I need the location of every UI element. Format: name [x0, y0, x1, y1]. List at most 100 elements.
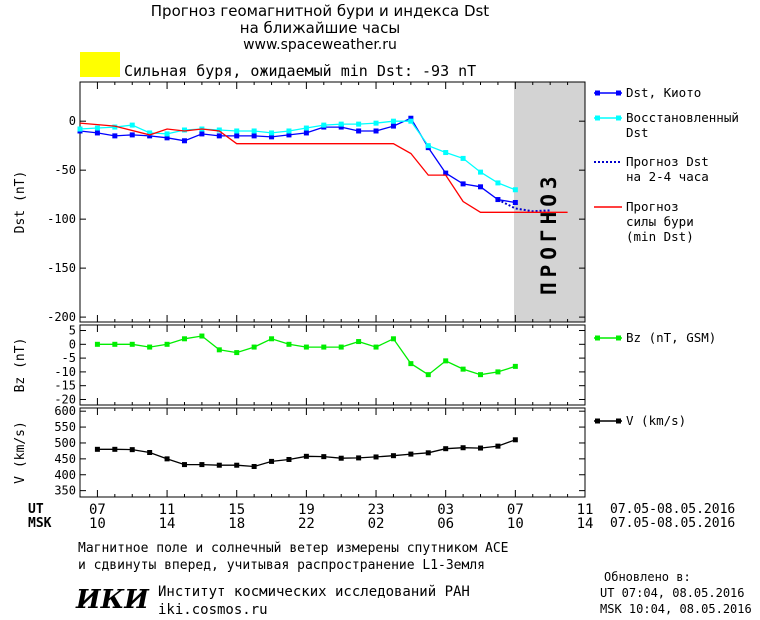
- data-point: [164, 341, 170, 347]
- data-point: [356, 339, 362, 345]
- data-point: [112, 133, 118, 139]
- legend-label: Прогноз: [626, 199, 679, 214]
- data-point: [251, 344, 257, 350]
- updated-msk: MSK 10:04, 08.05.2016: [600, 602, 752, 616]
- legend-label: Bz (nT, GSM): [626, 330, 716, 345]
- data-point: [147, 130, 153, 136]
- y-tick-label: 550: [54, 420, 76, 434]
- data-point: [164, 131, 170, 137]
- y-tick-label: 5: [69, 324, 76, 338]
- data-point: [478, 372, 484, 378]
- msk-tick-label: 10: [507, 516, 524, 532]
- data-point: [338, 344, 344, 350]
- data-point: [199, 131, 205, 137]
- data-point: [234, 128, 240, 134]
- data-point: [478, 445, 484, 451]
- data-point: [199, 333, 205, 339]
- data-point: [425, 143, 431, 149]
- data-point: [338, 455, 344, 461]
- data-point: [303, 130, 309, 136]
- data-point: [269, 130, 275, 136]
- data-point: [303, 125, 309, 131]
- data-point: [303, 453, 309, 459]
- data-point: [234, 133, 240, 139]
- msk-date-range: 07.05-08.05.2016: [610, 516, 736, 531]
- data-point: [269, 336, 275, 342]
- data-point: [147, 344, 153, 350]
- y-tick-label: 450: [54, 452, 76, 466]
- data-point: [408, 361, 414, 367]
- y-tick-label: -150: [47, 261, 76, 275]
- data-point: [460, 445, 466, 451]
- data-point: [94, 446, 100, 452]
- data-point: [94, 125, 100, 131]
- alert-color-box: [80, 52, 120, 77]
- footer-note-line1: Магнитное поле и солнечный ветер измерен…: [78, 541, 509, 556]
- ut-tick-label: 19: [298, 502, 315, 518]
- legend-marker: [595, 90, 600, 96]
- chart-subtitle: на ближайшие часы: [239, 19, 401, 37]
- ut-axis-label: UT: [28, 502, 44, 517]
- forecast-region: [514, 82, 585, 322]
- data-point: [512, 199, 518, 205]
- footer-note-line2: и сдвинуты вперед, учитывая распростране…: [78, 558, 485, 573]
- data-point: [495, 443, 501, 449]
- data-point: [425, 450, 431, 456]
- y-tick-label: -100: [47, 212, 76, 226]
- data-point: [181, 336, 187, 342]
- alert-text: Сильная буря, ожидаемый min Dst: -93 nT: [124, 62, 477, 80]
- data-point: [443, 358, 449, 364]
- data-point: [216, 133, 222, 139]
- data-point: [303, 344, 309, 350]
- legend-label: V (km/s): [626, 413, 686, 428]
- data-point: [338, 121, 344, 127]
- series-line: [79, 122, 568, 213]
- msk-tick-label: 10: [89, 516, 106, 532]
- y-axis-label: Dst (nT): [13, 171, 28, 234]
- website-link[interactable]: www.spaceweather.ru: [243, 37, 397, 53]
- data-point: [512, 437, 518, 443]
- data-point: [460, 181, 466, 187]
- data-point: [373, 344, 379, 350]
- y-tick-label: 0: [69, 337, 76, 351]
- y-tick-label: -200: [47, 310, 76, 324]
- legend-label: силы бури: [626, 214, 694, 229]
- data-point: [181, 138, 187, 144]
- data-point: [356, 121, 362, 127]
- msk-axis-label: MSK: [28, 516, 52, 531]
- data-point: [321, 122, 327, 128]
- data-point: [147, 450, 153, 455]
- data-point: [269, 458, 275, 464]
- data-point: [129, 447, 135, 453]
- data-point: [373, 454, 379, 460]
- series-line: [97, 439, 516, 468]
- ut-tick-label: 03: [437, 502, 454, 518]
- data-point: [356, 128, 362, 134]
- data-point: [286, 128, 292, 134]
- forecast-label: ПРОГНОЗ: [537, 171, 561, 295]
- legend-label: Восстановленный: [626, 110, 739, 125]
- data-point: [443, 170, 449, 176]
- data-point: [112, 341, 118, 347]
- series-line: [97, 335, 516, 376]
- plot-frame: [79, 407, 586, 498]
- series-line: [497, 198, 551, 213]
- y-tick-label: 500: [54, 436, 76, 450]
- y-tick-label: 350: [54, 484, 76, 498]
- legend-marker: [616, 418, 621, 424]
- institute-url[interactable]: iki.cosmos.ru: [158, 602, 268, 618]
- data-point: [443, 446, 449, 452]
- data-point: [77, 126, 83, 132]
- updated-ut: UT 07:04, 08.05.2016: [600, 586, 745, 600]
- legend-label: Dst: [626, 125, 649, 140]
- data-point: [269, 134, 275, 140]
- panel-2: 350 400 450 500 550 600 V (km/s) V (km/s): [13, 404, 686, 497]
- msk-tick-label: 06: [437, 516, 454, 532]
- institute-name: Институт космических исследований РАН: [158, 584, 470, 600]
- data-point: [234, 462, 240, 468]
- data-point: [286, 456, 292, 462]
- data-point: [251, 133, 257, 139]
- iki-logo[interactable]: ИКИ: [76, 585, 149, 615]
- data-point: [408, 115, 414, 121]
